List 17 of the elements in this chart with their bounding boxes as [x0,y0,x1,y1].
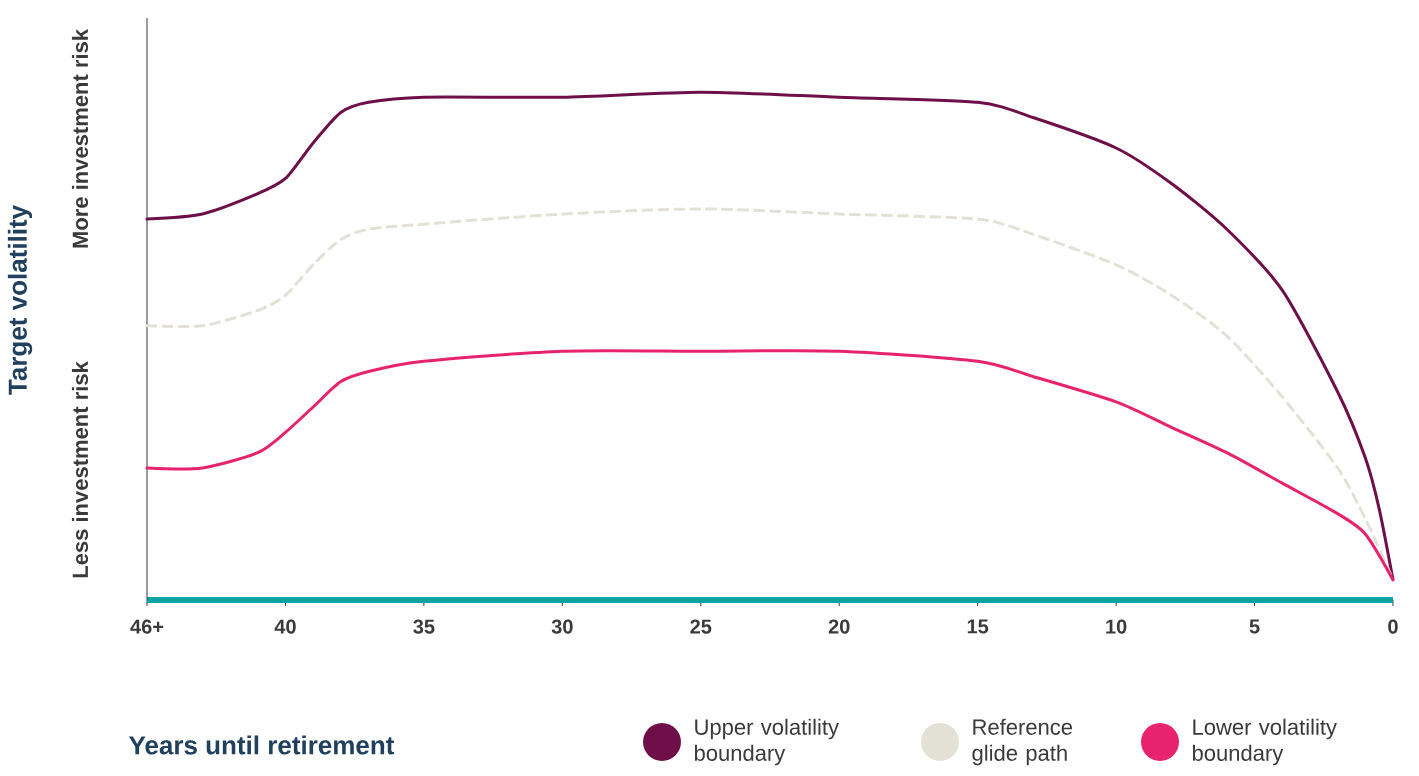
legend-label: Reference glide path [972,718,1073,766]
y-axis-title: Target volatility [7,205,33,395]
x-tick-label: 40 [274,619,296,634]
text: Less investment risk [71,361,89,578]
x-tick-label: 46+ [130,619,164,634]
x-tick-label: 25 [690,619,712,634]
x-tick-label: 30 [551,619,573,634]
x-tick-label: 20 [828,619,850,634]
text: More investment risk [71,28,89,248]
legend-label: Lower volatility boundary [1192,718,1337,766]
x-tick-label: 15 [967,619,989,634]
legend-label: Upper volatility boundary [694,718,839,766]
x-tick-label: 5 [1249,619,1260,634]
x-tick-label: 0 [1388,619,1398,634]
x-axis-title: Years until retirement [128,735,395,755]
x-tick-label: 10 [1106,619,1127,634]
x-tick-label: 35 [413,619,435,634]
